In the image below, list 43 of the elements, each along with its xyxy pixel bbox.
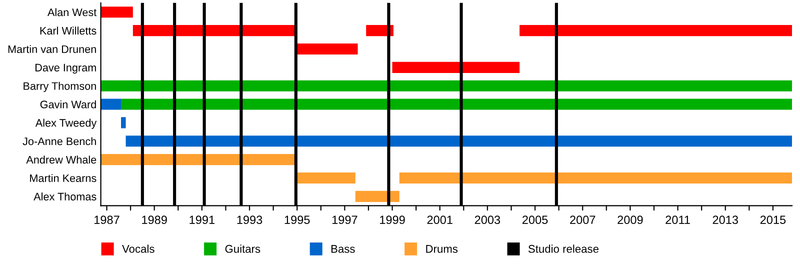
x-tick-label: 1999 — [380, 216, 405, 224]
y-tick-label: Alan West — [47, 8, 97, 16]
y-tick-label: Karl Willetts — [40, 26, 96, 35]
x-tick-label: 2015 — [760, 216, 786, 224]
y-tick-label: Jo-Anne Bench — [22, 137, 96, 146]
y-tick-label: Martin Kearns — [30, 174, 96, 182]
bar — [126, 136, 792, 147]
x-tick-label: 2013 — [712, 216, 738, 224]
x-tick-label: 1987 — [94, 216, 120, 224]
x-tick-label: 1997 — [332, 216, 358, 224]
y-tick-label: Martin van Drunen — [8, 45, 96, 54]
legend-label: Drums — [426, 245, 458, 253]
x-tick-label: 1989 — [142, 216, 167, 224]
legend-label: Guitars — [225, 244, 260, 253]
bar — [296, 172, 356, 184]
bar — [355, 190, 400, 202]
y-tick-label: Barry Thomson — [24, 82, 96, 92]
x-tick-label: 2007 — [570, 216, 596, 224]
y-tick-label: Alex Tweedy — [35, 118, 97, 129]
y-tick-label: Dave Ingram — [36, 64, 96, 74]
x-tick-label: 2003 — [474, 216, 500, 224]
bar — [100, 98, 122, 110]
x-tick-label: 2011 — [666, 216, 690, 224]
x-tick-label: 1995 — [284, 216, 310, 224]
legend-label: Bass — [331, 245, 355, 253]
bar — [100, 80, 792, 92]
bar — [520, 25, 792, 36]
bar — [100, 6, 133, 18]
bar — [392, 62, 520, 73]
bar — [121, 117, 126, 128]
bar — [399, 172, 792, 184]
y-tick-label: Gavin Ward — [40, 100, 96, 108]
x-tick-label: 2009 — [618, 216, 643, 224]
legend-label: Vocals — [122, 244, 154, 253]
y-tick-label: Alex Thomas — [34, 192, 96, 200]
x-tick-label: 2001 — [427, 216, 452, 224]
x-tick-label: 1991 — [190, 216, 214, 224]
legend-label: Studio release — [528, 244, 599, 253]
bar — [121, 98, 792, 110]
x-tick-label: 2005 — [522, 216, 548, 224]
x-tick-label: 1993 — [237, 216, 262, 224]
y-tick-label: Andrew Whale — [26, 156, 96, 164]
bar — [297, 43, 358, 55]
